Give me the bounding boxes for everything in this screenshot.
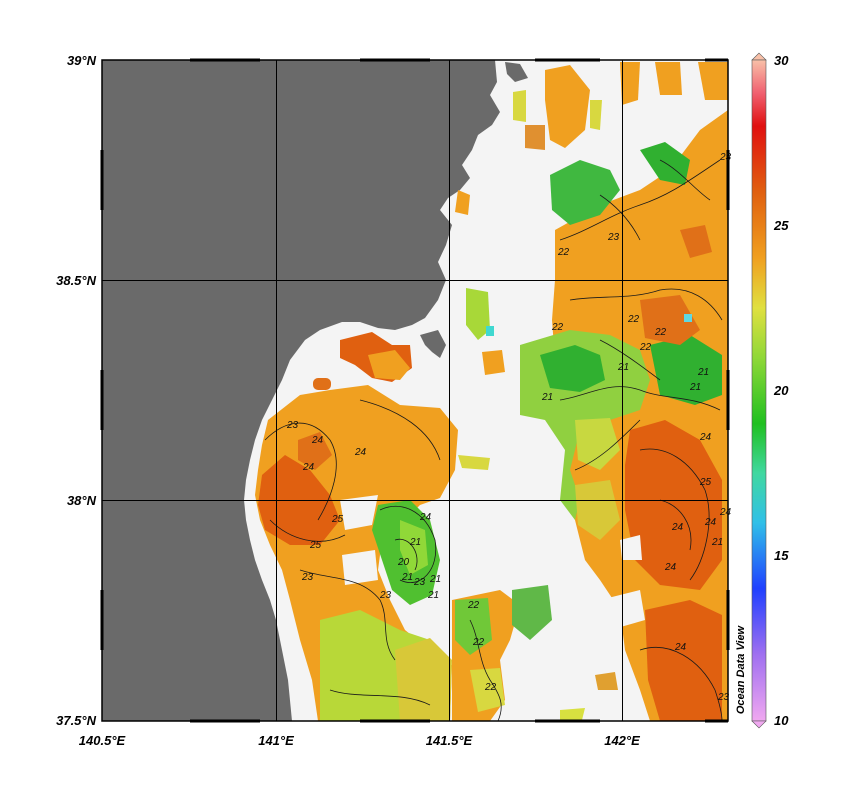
contour-label: 23: [286, 420, 299, 431]
sst-patch-ne-top3: [655, 62, 682, 95]
contour-label: 25: [699, 477, 712, 488]
contour-label: 23: [719, 152, 732, 163]
sst-patch-east-green-ne: [550, 160, 620, 225]
colorbar-tick-label: 10: [774, 713, 789, 728]
contour-label: 24: [704, 517, 717, 528]
no-data-gap-west2: [342, 550, 378, 585]
sst-patch-north-blob-orange: [368, 350, 410, 380]
colorbar-gradient: [751, 59, 767, 722]
contour-label: 21: [617, 362, 629, 373]
sst-patch-ne-orange-small: [525, 125, 545, 150]
colorbar-tick-label: 25: [773, 218, 789, 233]
sst-patch-east-orange-mid: [640, 295, 700, 345]
contour-label: 23: [607, 232, 620, 243]
contour-label: 24: [311, 435, 324, 446]
contour-label: 21: [429, 574, 441, 585]
sst-patch-east-green-dark: [540, 345, 605, 392]
sst-patch-ne-yellow: [513, 90, 526, 122]
sst-patch-ne-top4: [698, 62, 728, 100]
land-peninsula: [420, 330, 446, 358]
lat-tick-label: 37.5°N: [56, 713, 97, 728]
lon-tick-label: 141°E: [258, 733, 294, 748]
contour-label: 21: [689, 382, 701, 393]
sst-patch-south-yellow2: [470, 668, 505, 712]
sst-patch-east-yellow-left2: [575, 480, 620, 540]
sst-patch-mid-green-light: [400, 520, 428, 575]
sst-patch-tiny-south: [560, 708, 585, 720]
sst-patch-warm-north: [298, 432, 332, 470]
contour-label: 23: [301, 572, 314, 583]
lon-tick-label: 140.5°E: [79, 733, 126, 748]
sst-patch-small: [313, 378, 331, 390]
colorbar-top-cap: [751, 52, 767, 61]
sst-patch-cyan-spot: [486, 326, 494, 336]
contour-label: 24: [302, 462, 315, 473]
sst-patch-center-green: [466, 288, 490, 340]
lon-tick-label: 142°E: [604, 733, 640, 748]
frame-ticks: [100, 58, 730, 723]
contour-lines: [264, 159, 723, 721]
lat-tick-label: 38.5°N: [56, 273, 97, 288]
sst-patch-center-orange2: [455, 190, 470, 215]
sst-patch-east-green-mid: [650, 335, 722, 405]
contour-label: 22: [627, 314, 640, 325]
colorbar-bottom-cap: [751, 720, 767, 729]
colorbar: 30 25 20 15 10: [751, 52, 789, 729]
contour-label: 24: [719, 507, 732, 518]
sst-patch-center-yellow: [458, 455, 490, 470]
contour-label: 25: [331, 514, 344, 525]
contour-label: 24: [671, 522, 684, 533]
colorbar-tick-label: 15: [774, 548, 789, 563]
contour-label: 22: [467, 600, 480, 611]
contour-label: 22: [472, 637, 485, 648]
contour-label: 25: [309, 540, 322, 551]
sst-patch-east-green-ne2: [640, 142, 690, 185]
watermark-text: Ocean Data View: [735, 624, 747, 714]
sst-patch-center-orange: [482, 350, 505, 375]
contour-label: 23: [717, 692, 730, 703]
land-island: [505, 62, 528, 82]
sst-patch-south-central-green: [455, 598, 492, 655]
contour-label: 22: [484, 682, 497, 693]
sst-patch-east-orange-ne: [680, 225, 712, 258]
sst-patch-south-yellow: [395, 638, 452, 721]
contour-label: 21: [409, 537, 421, 548]
sst-patch-ne-top: [545, 65, 590, 148]
contour-label: 22: [557, 247, 570, 258]
sst-patch-east-yellow-left: [575, 418, 620, 470]
contour-label: 24: [674, 642, 687, 653]
colorbar-tick-label: 20: [773, 383, 789, 398]
land-mass: [102, 60, 500, 721]
contour-label: 22: [639, 342, 652, 353]
sst-patch-cyan-spot2: [684, 314, 692, 322]
sst-patch-east-deep: [625, 420, 722, 590]
sst-patch-east-deep-south: [645, 600, 722, 721]
contour-label: 22: [654, 327, 667, 338]
contour-label: 21: [401, 572, 413, 583]
no-data-gap-west: [340, 495, 378, 530]
lat-tick-label: 39°N: [67, 53, 97, 68]
contour-label: 21: [711, 537, 723, 548]
contour-label: 21: [427, 590, 439, 601]
contour-label: 24: [354, 447, 367, 458]
sst-patch-tiny-south2: [595, 672, 618, 690]
contour-label: 24: [664, 562, 677, 573]
sst-patch-ne-yellow2: [590, 100, 602, 130]
contour-label: 21: [541, 392, 553, 403]
contour-label: 21: [697, 367, 709, 378]
contour-label: 24: [699, 432, 712, 443]
grid-lines: [102, 60, 728, 721]
colorbar-tick-label: 30: [774, 53, 789, 68]
lon-tick-label: 141.5°E: [426, 733, 473, 748]
contour-label: 24: [419, 512, 432, 523]
sst-patch-south-green2: [512, 585, 552, 640]
sst-patch-ne-top2: [620, 62, 640, 105]
contour-label: 20: [397, 557, 410, 568]
contour-label: 23: [379, 590, 392, 601]
contour-label: 22: [551, 322, 564, 333]
lat-tick-label: 38°N: [67, 493, 97, 508]
no-data-gap-east1: [620, 535, 642, 560]
contour-label: 23: [413, 577, 426, 588]
